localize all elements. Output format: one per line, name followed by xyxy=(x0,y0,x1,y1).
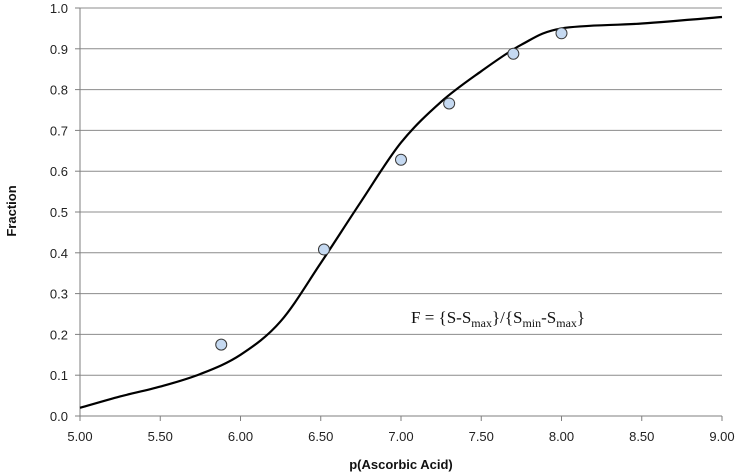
x-tick-label: 7.00 xyxy=(388,429,413,444)
x-tick-label: 5.50 xyxy=(148,429,173,444)
x-tick-label: 6.00 xyxy=(228,429,253,444)
y-tick-label: 0.2 xyxy=(50,327,68,342)
x-tick-label: 8.50 xyxy=(629,429,654,444)
y-tick-labels: 0.0 0.1 0.2 0.3 0.4 0.5 0.6 0.7 0.8 0.9 1.0 xyxy=(50,1,68,424)
x-tick-labels: 5.00 5.50 6.00 6.50 7.00 7.50 8.00 8.50 9.00 xyxy=(67,429,734,444)
y-tick-label: 0.4 xyxy=(50,246,68,261)
fit-curve xyxy=(79,15,723,409)
data-point xyxy=(317,243,330,256)
x-tick-label: 6.50 xyxy=(308,429,333,444)
data-point xyxy=(443,97,456,110)
x-tick-label: 5.00 xyxy=(67,429,92,444)
axes xyxy=(75,7,723,421)
y-tick-label: 0.8 xyxy=(50,83,68,98)
equation-annotation: F = {S-Smax}/{Smin-Smax} xyxy=(411,308,585,330)
y-tick-label: 0.9 xyxy=(50,42,68,57)
y-tick-label: 0.7 xyxy=(50,123,68,138)
x-tick-label: 9.00 xyxy=(709,429,734,444)
y-tick-label: 0.3 xyxy=(50,287,68,302)
data-points xyxy=(215,27,568,351)
y-tick-label: 0.5 xyxy=(50,205,68,220)
y-axis-title: Fraction xyxy=(4,185,19,236)
y-tick-label: 0.1 xyxy=(50,368,68,383)
x-tick-label: 8.00 xyxy=(549,429,574,444)
gridlines xyxy=(80,7,722,376)
data-point xyxy=(215,338,228,351)
data-point xyxy=(395,153,407,166)
data-point xyxy=(507,47,520,60)
y-tick-label: 0.0 xyxy=(50,409,68,424)
x-tick-label: 7.50 xyxy=(469,429,494,444)
x-axis-title: p(Ascorbic Acid) xyxy=(349,457,453,472)
y-tick-label: 0.6 xyxy=(50,164,68,179)
y-tick-label: 1.0 xyxy=(50,1,68,16)
data-point xyxy=(555,27,568,40)
